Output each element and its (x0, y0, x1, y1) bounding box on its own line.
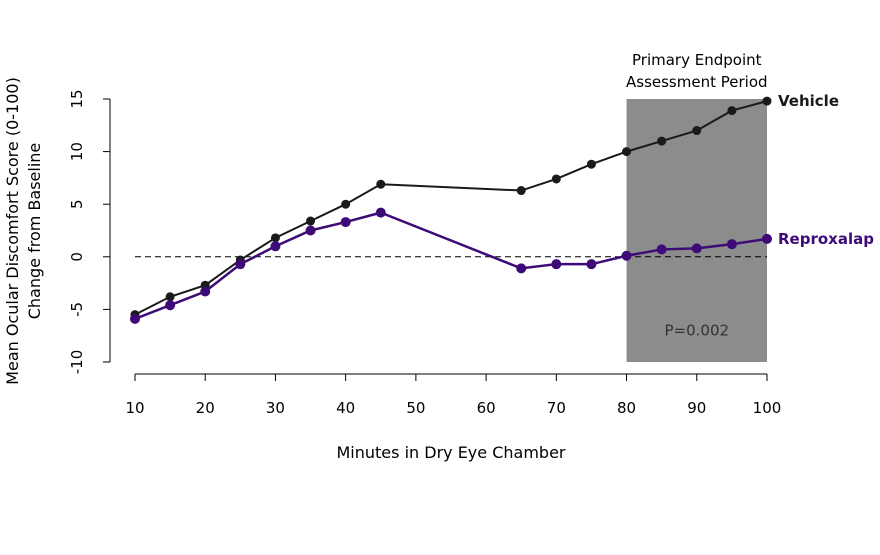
data-point-vehicle (376, 179, 386, 189)
data-point-reproxalap (762, 233, 772, 244)
x-tick-label: 20 (196, 399, 215, 417)
data-point-reproxalap (165, 300, 176, 311)
data-point-reproxalap (200, 286, 211, 297)
y-tick-label: -10 (68, 350, 86, 375)
data-point-vehicle (586, 159, 596, 169)
x-tick-label: 60 (477, 399, 496, 417)
data-point-vehicle (516, 186, 526, 196)
y-tick-label: 15 (68, 89, 86, 108)
data-point-vehicle (727, 106, 737, 116)
p-value-annotation: P=0.002 (664, 321, 729, 339)
x-tick-label: 10 (125, 399, 144, 417)
series-reproxalap: Reproxalap (130, 207, 874, 324)
x-tick-label: 40 (336, 399, 355, 417)
x-tick-label: 70 (547, 399, 566, 417)
data-point-reproxalap (305, 225, 316, 236)
x-axis: 10 20 30 40 50 60 70 80 90 100 (125, 373, 782, 417)
series-line-reproxalap (134, 211, 768, 321)
y-tick-label: 5 (68, 199, 86, 209)
data-point-reproxalap (375, 207, 386, 218)
data-point-vehicle (341, 199, 351, 209)
data-point-reproxalap (726, 239, 737, 250)
shaded-region-label-line-2: Assessment Period (626, 73, 768, 91)
y-axis-title-line-1: Mean Ocular Discomfort Score (0-100) (3, 77, 22, 385)
data-point-reproxalap (235, 259, 246, 270)
y-tick-label: 10 (68, 142, 86, 161)
y-tick-label: -5 (68, 302, 86, 317)
series-label-vehicle: Vehicle (778, 92, 839, 110)
x-tick-label: 30 (266, 399, 285, 417)
data-point-reproxalap (270, 241, 281, 252)
data-point-reproxalap (691, 243, 702, 254)
data-point-vehicle (551, 174, 561, 184)
data-point-vehicle (692, 126, 702, 136)
data-point-vehicle (657, 136, 667, 146)
x-tick-label: 90 (687, 399, 706, 417)
series-layer: Vehicle Reproxalap (130, 92, 874, 324)
y-axis: -10 -5 0 5 10 15 (68, 89, 111, 375)
data-point-vehicle (306, 216, 316, 226)
shaded-region-label-line-1: Primary Endpoint (632, 51, 762, 69)
x-axis-title: Minutes in Dry Eye Chamber (337, 443, 566, 462)
series-label-reproxalap: Reproxalap (778, 230, 874, 248)
data-point-reproxalap (551, 259, 562, 270)
data-point-reproxalap (340, 217, 351, 228)
x-tick-label: 80 (617, 399, 636, 417)
data-point-vehicle (762, 96, 772, 106)
data-point-reproxalap (621, 250, 632, 261)
x-tick-label: 100 (753, 399, 782, 417)
data-point-vehicle (165, 292, 175, 302)
data-point-reproxalap (130, 313, 140, 324)
x-tick-label: 50 (406, 399, 425, 417)
data-point-reproxalap (586, 259, 597, 270)
data-point-reproxalap (516, 263, 527, 274)
series-line-vehicle (134, 100, 768, 316)
data-point-vehicle (622, 147, 632, 157)
y-axis-title-line-2: Change from Baseline (25, 143, 44, 320)
data-point-vehicle (270, 233, 280, 243)
data-point-reproxalap (656, 244, 667, 255)
primary-endpoint-shaded-region (626, 99, 767, 362)
y-tick-label: 0 (68, 252, 86, 262)
